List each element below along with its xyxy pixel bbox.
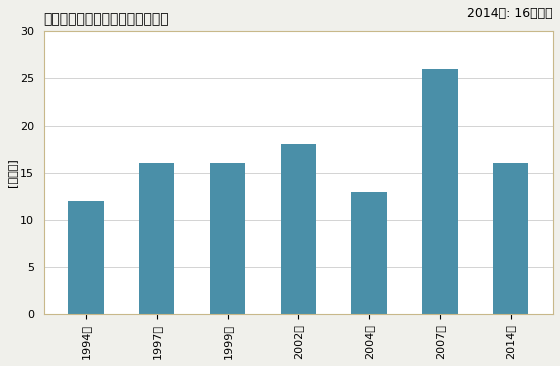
- Bar: [68, 201, 104, 314]
- Bar: [210, 163, 245, 314]
- Bar: [139, 163, 175, 314]
- Bar: [351, 192, 387, 314]
- Text: 各種商品卸売業の事業所数の推移: 各種商品卸売業の事業所数の推移: [44, 12, 169, 26]
- Text: 2014年: 16事業所: 2014年: 16事業所: [468, 7, 553, 20]
- Y-axis label: [事業所]: [事業所]: [7, 158, 17, 187]
- Bar: [493, 163, 528, 314]
- Bar: [281, 145, 316, 314]
- Bar: [422, 69, 458, 314]
